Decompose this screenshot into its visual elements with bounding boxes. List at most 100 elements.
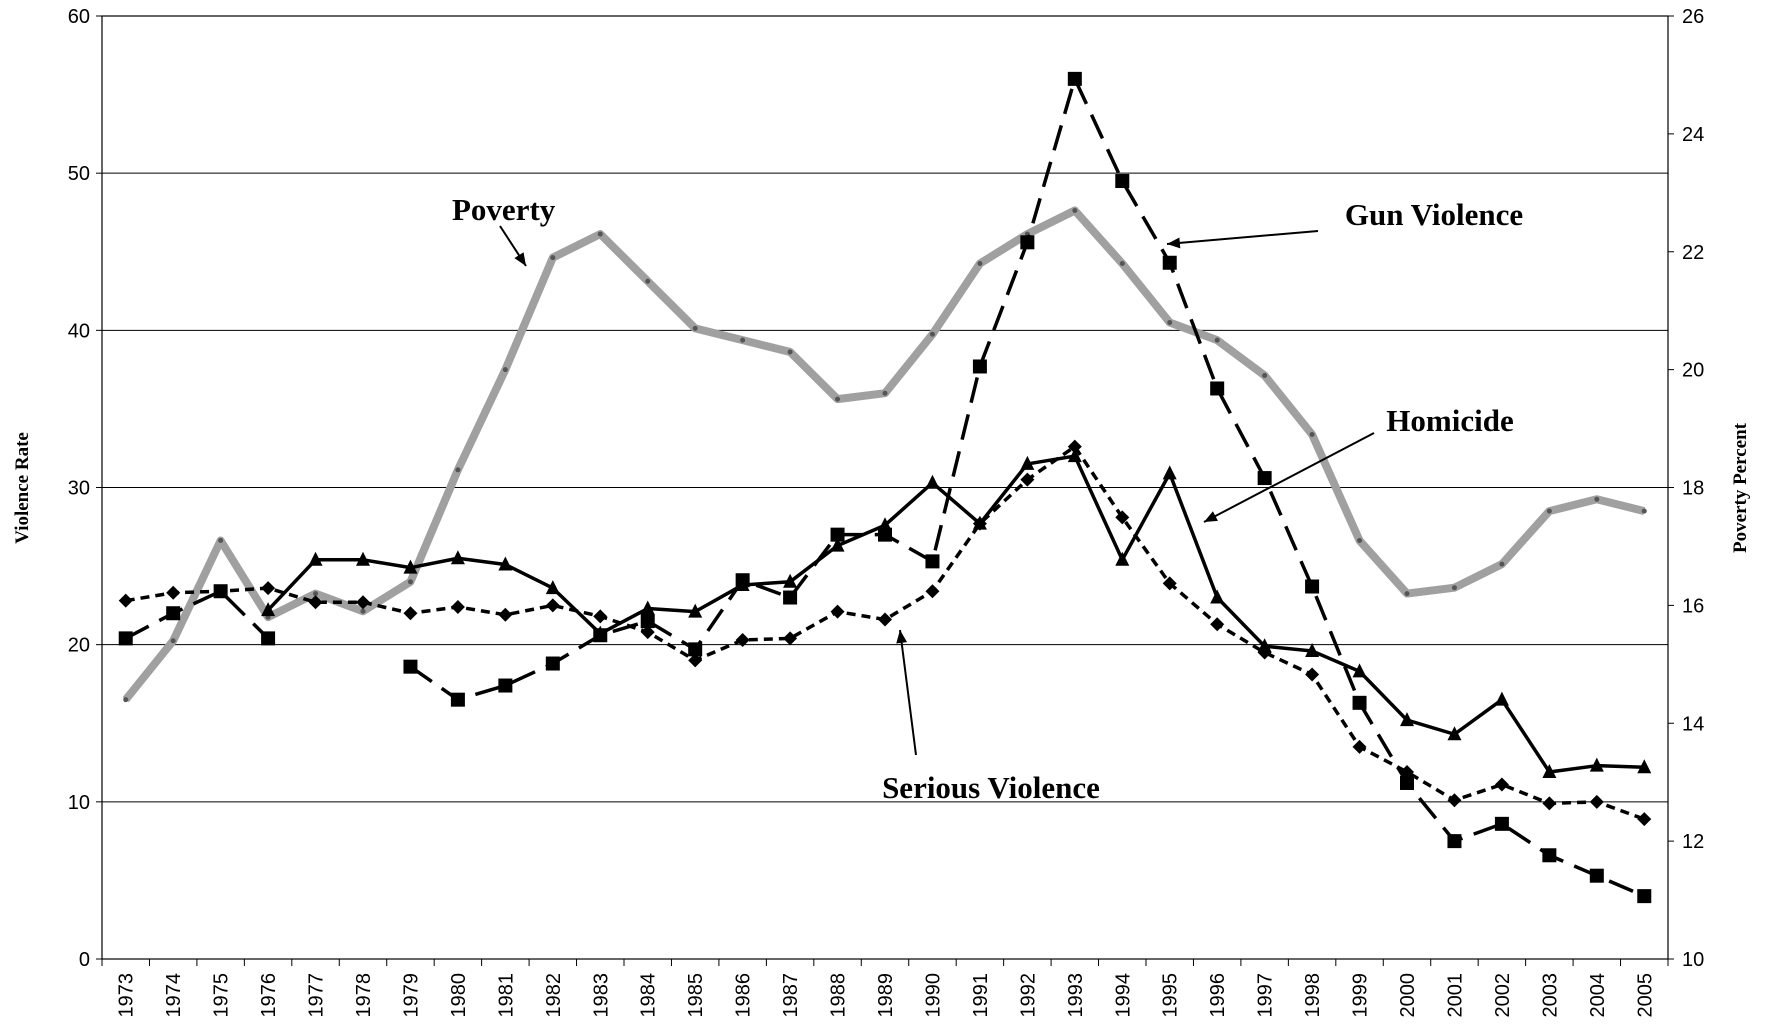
series-marker <box>1451 585 1457 591</box>
series-marker <box>1067 439 1082 454</box>
series-marker <box>688 603 703 618</box>
series-marker <box>1637 759 1652 774</box>
series-marker <box>1546 508 1552 514</box>
series-marker <box>118 631 133 646</box>
y-tick-label: 60 <box>68 6 90 28</box>
series-marker <box>1589 868 1604 883</box>
series-marker <box>1305 579 1320 594</box>
arrow-head <box>514 252 526 266</box>
series-marker <box>878 517 892 532</box>
series-marker <box>925 554 940 569</box>
series-marker <box>830 604 845 619</box>
series-marker <box>735 576 750 591</box>
series-marker <box>403 559 418 574</box>
x-tick-label: 1977 <box>306 973 328 1018</box>
x-tick-label: 1987 <box>780 973 802 1018</box>
x-tick-label: 1984 <box>638 973 660 1018</box>
y2-tick-label: 20 <box>1682 360 1704 382</box>
series-marker <box>977 261 983 267</box>
series-marker <box>835 396 841 402</box>
y-tick-label: 50 <box>68 163 90 185</box>
series-marker <box>1119 261 1125 267</box>
series-marker <box>1589 794 1604 809</box>
series-marker <box>1494 691 1509 706</box>
series-marker <box>1637 889 1652 904</box>
x-tick-label: 1998 <box>1302 973 1324 1018</box>
series-marker <box>1357 538 1363 544</box>
series-marker <box>1162 255 1177 270</box>
series-marker <box>1400 712 1414 727</box>
series-marker <box>1594 496 1600 502</box>
x-tick-label: 1981 <box>495 973 517 1018</box>
series-marker <box>545 598 560 613</box>
series-marker <box>403 659 418 674</box>
x-tick-label: 1978 <box>353 973 375 1018</box>
series-line <box>125 444 1645 821</box>
series-marker <box>688 642 703 657</box>
plot-frame <box>101 15 1669 960</box>
series-marker <box>166 606 181 621</box>
x-tick-label: 2000 <box>1397 973 1419 1018</box>
x-tick-label: 1993 <box>1065 973 1087 1018</box>
annotation-arrow <box>1166 230 1319 245</box>
series-marker <box>455 467 461 473</box>
series-marker <box>308 551 323 566</box>
series-marker <box>1447 726 1462 741</box>
series-marker <box>1400 775 1414 790</box>
annotation-arrow <box>1203 432 1375 523</box>
series-marker <box>545 656 560 671</box>
series-marker <box>1641 508 1647 514</box>
series-marker <box>1352 739 1367 754</box>
series-marker <box>1447 834 1462 849</box>
series-marker <box>1309 431 1315 437</box>
annotation: Gun Violence <box>1345 197 1523 232</box>
series-marker <box>356 595 370 610</box>
y-tick-label: 20 <box>68 635 90 657</box>
series-marker <box>1020 472 1035 487</box>
series-marker <box>313 591 319 597</box>
series-marker <box>1404 591 1410 597</box>
series-marker <box>593 609 608 624</box>
series-marker <box>308 595 323 610</box>
series-marker <box>830 527 845 542</box>
y-axis-label: Violence Rate <box>12 432 33 544</box>
series-marker <box>1167 319 1173 325</box>
series-marker <box>407 579 413 585</box>
x-tick-label: 1995 <box>1160 973 1182 1018</box>
x-tick-label: 2004 <box>1587 973 1609 1018</box>
series-marker <box>1162 465 1177 480</box>
x-tick-label: 1991 <box>970 973 992 1018</box>
series-marker <box>1305 642 1320 657</box>
series-marker <box>597 231 603 237</box>
y-tick-label: 30 <box>68 478 90 500</box>
series-marker <box>261 631 276 646</box>
x-tick-label: 1985 <box>685 973 707 1018</box>
series-marker <box>1257 471 1272 486</box>
series-marker <box>972 359 987 374</box>
series-marker <box>450 550 465 565</box>
series-marker <box>925 584 940 599</box>
series-marker <box>830 537 845 552</box>
y2-tick-label: 12 <box>1682 831 1704 853</box>
series-marker <box>1637 812 1652 827</box>
y-tick-label: 0 <box>79 949 90 971</box>
x-tick-label: 1979 <box>400 973 422 1018</box>
series-marker <box>356 551 370 566</box>
series-marker <box>882 390 888 396</box>
series-marker <box>261 602 276 617</box>
series-marker <box>1542 763 1557 778</box>
y2-tick-label: 22 <box>1682 242 1704 264</box>
series-marker <box>1257 645 1272 660</box>
x-tick-label: 1989 <box>875 973 897 1018</box>
series-marker <box>1589 757 1604 772</box>
series-marker <box>261 581 276 596</box>
series-marker <box>783 573 798 588</box>
series-marker <box>450 599 465 614</box>
series-marker <box>1494 816 1509 831</box>
series-marker <box>1067 71 1082 86</box>
y2-tick-label: 18 <box>1682 478 1704 500</box>
series-marker <box>640 625 655 640</box>
series-marker <box>640 614 655 629</box>
series-marker <box>1214 337 1220 343</box>
series-marker <box>118 593 133 608</box>
